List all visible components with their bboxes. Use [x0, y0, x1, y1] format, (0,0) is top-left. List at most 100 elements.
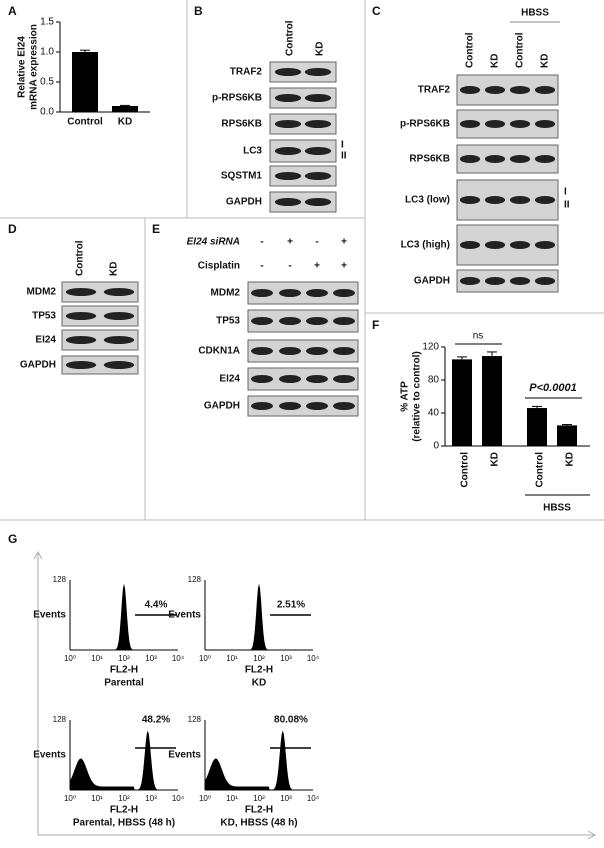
blot-strip	[247, 395, 359, 417]
blot-row-label: RPS6KB	[221, 119, 262, 130]
x-tick-label: 10²	[118, 794, 130, 803]
blot-row-label: LC3	[243, 146, 262, 157]
gate-percent: 2.51%	[277, 600, 305, 611]
band	[484, 120, 506, 128]
band	[534, 120, 556, 128]
column-label: KD	[109, 262, 120, 276]
band	[279, 375, 301, 383]
x-tick-label: 10¹	[226, 794, 238, 803]
band	[274, 172, 302, 180]
column-label: Control	[285, 20, 296, 56]
blot-row-label: TRAF2	[418, 85, 451, 96]
band	[459, 241, 481, 249]
band	[103, 312, 135, 320]
blot-row-label: RPS6KB	[409, 154, 450, 165]
gate-percent: 48.2%	[142, 715, 170, 726]
condition-sign: -	[260, 237, 263, 248]
condition-label: Cisplatin	[198, 261, 240, 272]
band	[274, 94, 302, 102]
condition-sign: +	[314, 261, 320, 272]
blot-strip	[247, 309, 359, 333]
x-tick-label: 10³	[280, 654, 292, 663]
panel-label: D	[8, 222, 17, 236]
x-tick-label: KD	[118, 117, 132, 128]
band	[484, 155, 506, 163]
band	[274, 198, 302, 206]
blot-row-label: TP53	[216, 316, 240, 327]
blot-strip	[269, 191, 337, 213]
arrow-head	[587, 830, 597, 840]
y-tick-label: 128	[188, 715, 202, 724]
blot-strip	[269, 139, 337, 163]
blot-row-label: LC3 (low)	[405, 195, 450, 206]
y-tick-label: 120	[422, 342, 439, 353]
band	[459, 86, 481, 94]
band	[103, 361, 135, 369]
panel-label: E	[152, 222, 160, 236]
blot-strip	[61, 329, 139, 351]
bar	[452, 359, 472, 446]
band	[304, 68, 332, 76]
band	[304, 120, 332, 128]
band	[509, 86, 531, 94]
blot-strip	[269, 113, 337, 135]
band	[333, 289, 355, 297]
x-tick-label: Control	[67, 117, 103, 128]
bar	[527, 408, 547, 446]
band	[459, 277, 481, 285]
x-axis-label: FL2-H	[245, 665, 273, 676]
x-tick-label: Control	[535, 452, 546, 488]
band	[333, 402, 355, 410]
band	[251, 402, 273, 410]
blot-strip	[247, 339, 359, 363]
plot-title: KD, HBSS (48 h)	[220, 818, 297, 829]
band-marker: I	[564, 187, 567, 198]
x-axis-label: FL2-H	[245, 805, 273, 816]
band	[65, 312, 97, 320]
panel-label: B	[194, 4, 203, 18]
blot-strip	[247, 281, 359, 305]
band-marker: II	[341, 151, 347, 162]
blot-row-label: TP53	[32, 311, 56, 322]
x-axis-label: FL2-H	[110, 805, 138, 816]
x-tick-label: 10³	[145, 794, 157, 803]
gate-percent: 80.08%	[274, 715, 308, 726]
blot-row-label: GAPDH	[20, 360, 56, 371]
condition-sign: -	[288, 261, 291, 272]
y-tick-label: 128	[53, 575, 67, 584]
blot-row-label: EI24	[219, 374, 240, 385]
y-tick-label: 80	[428, 375, 440, 386]
blot-strip	[61, 305, 139, 327]
bar	[557, 425, 577, 446]
band	[251, 347, 273, 355]
band	[279, 402, 301, 410]
band	[484, 277, 506, 285]
band	[534, 86, 556, 94]
panel-label: A	[8, 4, 17, 18]
histogram	[70, 583, 178, 650]
band	[279, 289, 301, 297]
blot-strip	[247, 367, 359, 391]
band	[459, 155, 481, 163]
blot-row-label: TRAF2	[230, 67, 263, 78]
bar	[482, 356, 502, 446]
condition-sign: -	[315, 237, 318, 248]
histogram	[70, 730, 178, 790]
panel-label: C	[372, 4, 381, 18]
band	[279, 317, 301, 325]
band	[279, 347, 301, 355]
column-label: KD	[490, 54, 501, 68]
column-label: Control	[75, 240, 86, 276]
blot-row-label: SQSTM1	[221, 171, 263, 182]
blot-strip	[61, 355, 139, 375]
x-tick-label: 10⁰	[64, 794, 76, 803]
column-label: KD	[540, 54, 551, 68]
blot-strip	[269, 61, 337, 83]
condition-sign: +	[341, 237, 347, 248]
band	[274, 147, 302, 155]
x-tick-label: 10⁴	[307, 654, 320, 663]
condition-sign: +	[341, 261, 347, 272]
x-tick-label: 10²	[118, 654, 130, 663]
panel-label: F	[372, 318, 379, 332]
